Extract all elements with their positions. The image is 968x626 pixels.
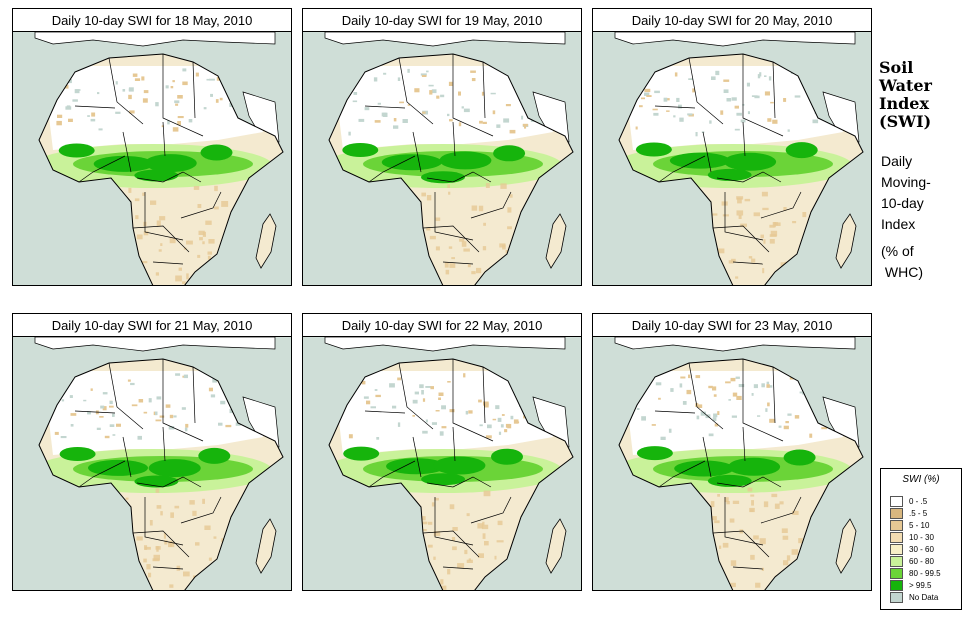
- coastline: [618, 358, 864, 590]
- legend-label: > 99.5: [909, 581, 932, 590]
- legend-swatch: [890, 544, 903, 555]
- legend-swatch: [890, 520, 903, 531]
- africa-map: [302, 31, 582, 286]
- africa-map: [12, 336, 292, 591]
- legend-item: 10 - 30: [890, 532, 960, 544]
- europe-landmass: [324, 32, 566, 47]
- madagascar: [545, 518, 567, 574]
- legend-item: 0 - .5: [890, 496, 960, 508]
- coastline: [328, 358, 574, 590]
- legend-swatch: [890, 556, 903, 567]
- legend-label: 60 - 80: [909, 557, 934, 566]
- index-subtitle-line: Index: [881, 216, 916, 232]
- europe-landmass: [324, 337, 566, 352]
- africa-map: [12, 31, 292, 286]
- legend-label: 0 - .5: [909, 497, 928, 506]
- legend-label: 5 - 10: [909, 521, 930, 530]
- legend-item: No Data: [890, 592, 960, 604]
- legend-item: 80 - 99.5: [890, 568, 960, 580]
- legend-label: 30 - 60: [909, 545, 934, 554]
- europe-landmass: [34, 337, 276, 352]
- madagascar: [255, 213, 277, 269]
- legend-item: .5 - 5: [890, 508, 960, 520]
- index-subtitle-line: Moving-: [881, 174, 931, 190]
- legend-label: 80 - 99.5: [909, 569, 941, 578]
- swi-legend: SWI (%) 0 - .5 .5 - 5 5 - 10 10 - 30 30 …: [880, 468, 962, 610]
- europe-landmass: [614, 32, 856, 47]
- africa-map-graphic: [303, 337, 581, 590]
- legend-item: > 99.5: [890, 580, 960, 592]
- africa-map-graphic: [303, 32, 581, 285]
- madagascar: [545, 213, 567, 269]
- legend-swatch: [890, 568, 903, 579]
- legend-label: .5 - 5: [909, 509, 928, 518]
- index-title-line: (SWI): [879, 112, 932, 131]
- legend-item: 30 - 60: [890, 544, 960, 556]
- index-title-line: Index: [879, 94, 930, 113]
- madagascar: [255, 518, 277, 574]
- africa-map-graphic: [13, 32, 291, 285]
- africa-map-graphic: [593, 337, 871, 590]
- index-unit-line: WHC): [881, 264, 923, 280]
- madagascar: [835, 518, 857, 574]
- africa-map-graphic: [13, 337, 291, 590]
- index-title-line: Soil: [879, 58, 914, 77]
- index-subtitle-line: 10-day: [881, 195, 924, 211]
- madagascar: [835, 213, 857, 269]
- index-unit-line: (% of: [881, 243, 914, 259]
- europe-landmass: [614, 337, 856, 352]
- index-subtitle: Daily Moving- 10-day Index: [881, 151, 966, 235]
- africa-map-graphic: [593, 32, 871, 285]
- index-title-line: Water: [879, 76, 932, 95]
- europe-landmass: [34, 32, 276, 47]
- africa-map: [592, 336, 872, 591]
- legend-title: SWI (%): [902, 474, 940, 485]
- panel-title: Daily 10-day SWI for 18 May, 2010: [12, 8, 292, 34]
- legend-swatch: [890, 532, 903, 543]
- legend-swatch: [890, 580, 903, 591]
- legend-swatch: [890, 508, 903, 519]
- africa-map: [592, 31, 872, 286]
- coastline: [38, 53, 284, 285]
- legend-label: 10 - 30: [909, 533, 934, 542]
- africa-map: [302, 336, 582, 591]
- legend-item: 60 - 80: [890, 556, 960, 568]
- legend-swatch: [890, 496, 903, 507]
- coastline: [618, 53, 864, 285]
- index-unit: (% of WHC): [881, 241, 966, 283]
- coastline: [328, 53, 574, 285]
- coastline: [38, 358, 284, 590]
- legend-swatch: [890, 592, 903, 603]
- legend-label: No Data: [909, 593, 939, 602]
- panel-title: Daily 10-day SWI for 19 May, 2010: [302, 8, 582, 34]
- legend-item: 5 - 10: [890, 520, 960, 532]
- index-subtitle-line: Daily: [881, 153, 913, 169]
- index-title: Soil Water Index (SWI): [879, 59, 964, 131]
